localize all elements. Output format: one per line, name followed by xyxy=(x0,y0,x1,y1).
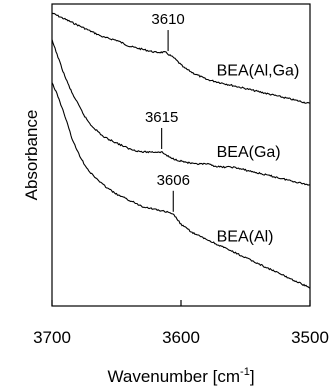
x-axis-ticks xyxy=(51,300,311,306)
series-line-bea-al-ga xyxy=(51,12,311,104)
peak-annotations: 3610 3615 3606 xyxy=(145,11,190,212)
x-axis-label-main: Wavenumber [cm xyxy=(107,367,240,386)
x-tick-label-3700: 3700 xyxy=(33,328,71,347)
series-labels: BEA(Al,Ga) BEA(Ga) BEA(Al) xyxy=(217,63,300,246)
series-label-bea-al-ga: BEA(Al,Ga) xyxy=(217,63,300,80)
x-tick-label-3600: 3600 xyxy=(162,328,200,347)
series-label-bea-ga: BEA(Ga) xyxy=(217,144,281,161)
series-line-bea-ga xyxy=(51,39,311,186)
x-axis-label: Wavenumber [cm-1] xyxy=(107,366,254,386)
y-axis-label: Absorbance xyxy=(22,110,41,201)
peak-label-3606: 3606 xyxy=(157,172,190,189)
x-axis-label-superscript: -1 xyxy=(240,366,250,378)
peak-label-3615: 3615 xyxy=(145,109,178,126)
x-tick-label-3500: 3500 xyxy=(291,328,329,347)
x-tick-labels: 3700 3600 3500 xyxy=(33,328,329,347)
series-group xyxy=(51,12,311,289)
series-line-bea-al xyxy=(51,82,311,289)
peak-label-3610: 3610 xyxy=(151,11,184,28)
series-label-bea-al: BEA(Al) xyxy=(217,229,274,246)
x-axis-label-bracket: ] xyxy=(250,367,255,386)
